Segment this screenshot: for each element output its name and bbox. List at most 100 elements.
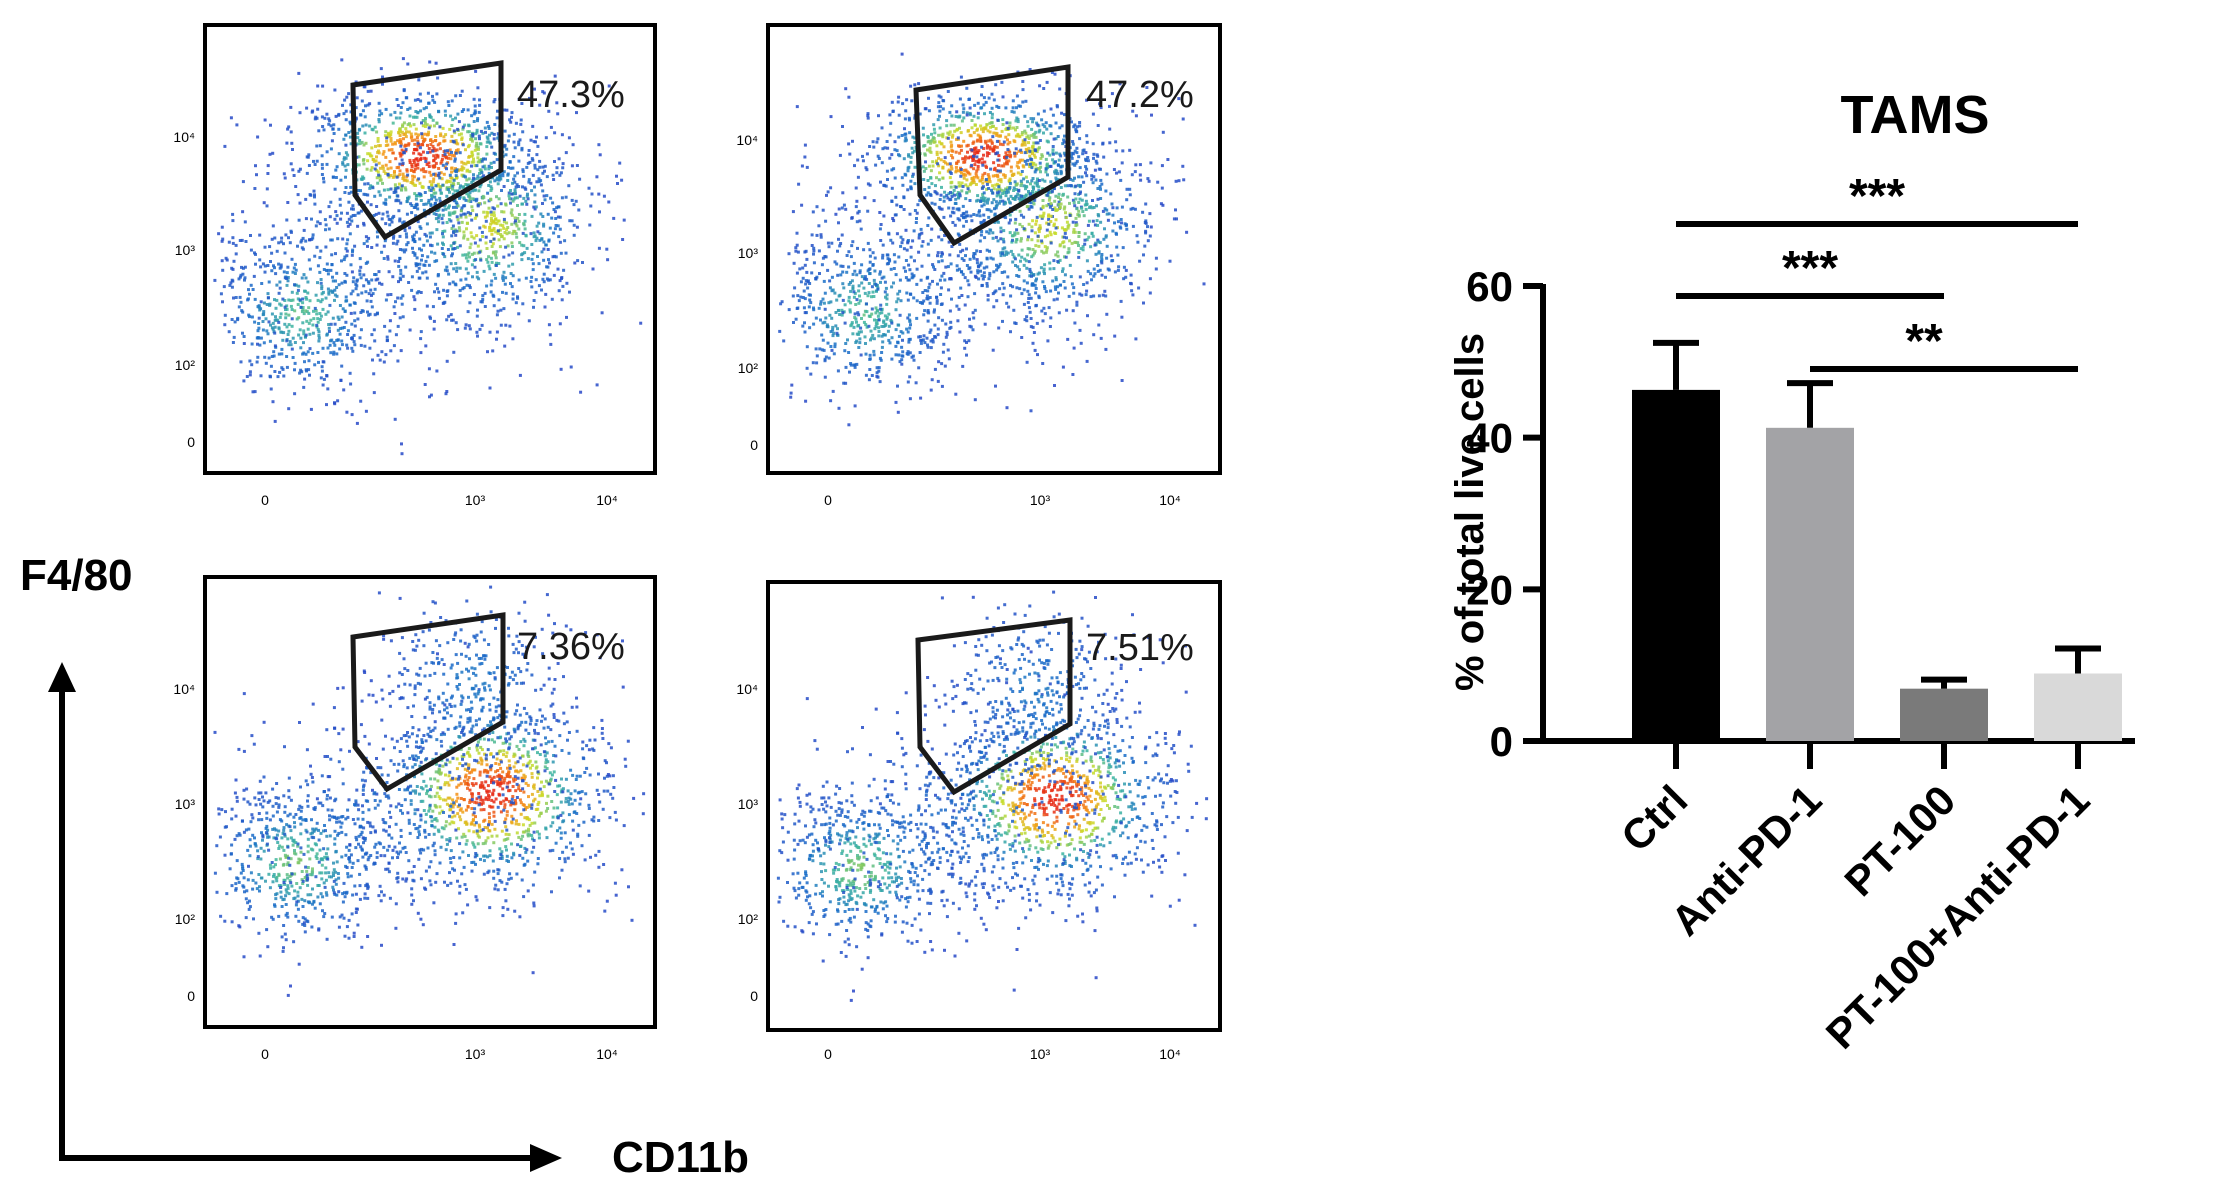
density-dot	[462, 196, 466, 200]
density-dot	[396, 194, 400, 198]
density-dot	[359, 276, 363, 280]
density-dot	[1010, 110, 1014, 114]
density-dot	[415, 136, 419, 139]
density-dot	[1062, 207, 1066, 211]
density-dot	[501, 274, 505, 278]
density-dot	[815, 233, 819, 237]
density-dot	[513, 174, 517, 178]
density-dot	[419, 109, 422, 113]
density-dot	[316, 298, 320, 302]
density-dot	[1019, 179, 1023, 183]
density-dot	[468, 284, 471, 288]
density-dot	[327, 292, 331, 296]
density-dot	[950, 195, 954, 198]
density-dot	[452, 129, 456, 133]
density-dot	[1074, 221, 1078, 225]
density-dot	[479, 300, 483, 304]
density-dot	[1138, 163, 1142, 167]
density-dot	[1066, 195, 1070, 199]
density-dot	[1084, 165, 1088, 169]
density-dot	[1011, 197, 1015, 200]
density-dot	[932, 123, 936, 127]
density-dot	[377, 173, 381, 177]
density-dot	[537, 177, 541, 181]
density-dot	[383, 324, 387, 328]
density-dot	[1120, 315, 1124, 319]
density-dot	[840, 233, 844, 237]
density-dot	[905, 327, 909, 331]
density-dot	[1104, 189, 1108, 193]
density-dot	[1045, 221, 1049, 225]
density-dot	[917, 236, 921, 240]
density-dot	[982, 153, 985, 157]
density-dot	[932, 127, 936, 131]
density-dot	[262, 341, 266, 345]
density-dot	[447, 206, 450, 210]
density-dot	[1031, 248, 1035, 251]
density-dot	[863, 275, 867, 279]
density-dot	[1090, 177, 1094, 181]
density-dot	[381, 82, 384, 86]
density-dot	[818, 272, 821, 275]
density-dot	[285, 339, 289, 343]
density-dot	[1054, 278, 1058, 282]
density-dot	[1037, 227, 1041, 231]
density-dot	[1100, 273, 1104, 277]
density-dot	[511, 181, 515, 185]
density-dot	[1062, 140, 1066, 144]
density-dot	[304, 333, 308, 337]
density-dot	[1095, 161, 1099, 165]
density-dot	[876, 314, 880, 318]
density-dot	[466, 237, 470, 241]
density-dot	[896, 292, 900, 296]
density-dot	[310, 217, 313, 221]
density-dot	[451, 211, 455, 215]
density-dot	[961, 110, 965, 114]
density-dot	[904, 136, 908, 140]
density-dot	[903, 139, 907, 143]
density-dot	[278, 315, 282, 319]
density-dot	[867, 282, 871, 285]
density-dot	[354, 80, 358, 84]
density-dot	[1002, 140, 1006, 144]
density-dot	[1015, 126, 1019, 129]
density-dot	[905, 98, 909, 102]
density-dot	[976, 271, 980, 275]
density-dot	[1031, 152, 1034, 155]
density-dot	[975, 258, 979, 262]
density-dot	[1082, 148, 1086, 152]
density-dot	[344, 320, 348, 324]
density-dot	[310, 110, 314, 114]
density-dot	[395, 175, 399, 179]
density-dot	[307, 306, 311, 310]
density-dot	[1011, 99, 1015, 103]
density-dot	[926, 343, 929, 347]
density-dot	[1014, 195, 1017, 199]
density-dot	[933, 323, 937, 327]
density-dot	[860, 281, 864, 285]
density-dot	[809, 372, 813, 376]
density-dot	[286, 333, 290, 336]
density-dot	[428, 150, 432, 154]
density-dot	[1002, 189, 1006, 193]
density-dot	[349, 311, 353, 315]
density-dot	[492, 214, 496, 218]
density-dot	[914, 381, 918, 385]
density-dot	[341, 307, 345, 311]
density-dot	[356, 136, 360, 140]
density-dot	[407, 130, 411, 134]
density-dot	[836, 308, 840, 312]
density-dot	[423, 119, 427, 123]
density-dot	[428, 115, 432, 119]
density-dot	[997, 201, 1001, 205]
density-dot	[1104, 347, 1108, 351]
density-dot	[1043, 272, 1046, 276]
density-dot	[391, 151, 395, 155]
density-dot	[441, 241, 444, 245]
density-dot	[958, 97, 962, 101]
density-dot	[1112, 168, 1116, 171]
density-dot	[311, 233, 315, 237]
density-dot	[396, 296, 400, 300]
density-dot	[1003, 162, 1007, 166]
density-dot	[1002, 215, 1006, 219]
